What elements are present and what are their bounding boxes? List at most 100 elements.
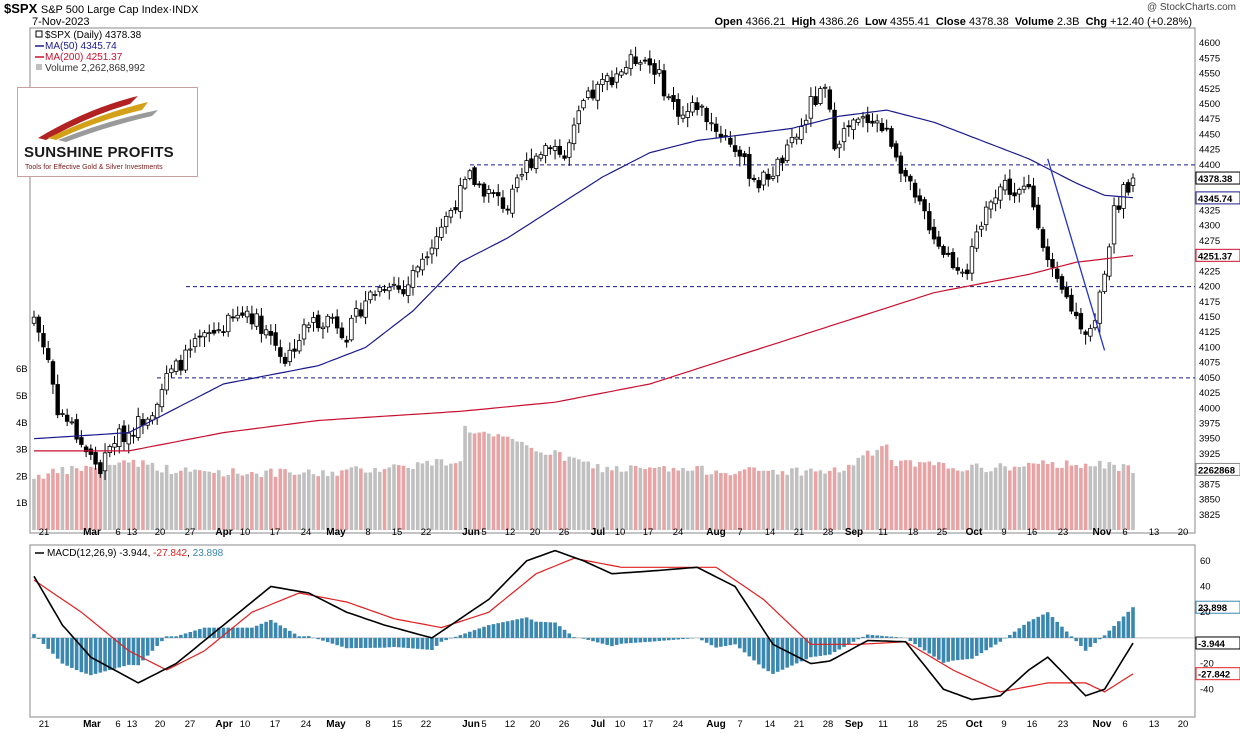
candle-body (249, 313, 255, 325)
candle (126, 424, 131, 454)
volume-bar (610, 470, 614, 530)
candle-body (505, 208, 510, 211)
candle-body (1012, 192, 1017, 197)
legend-signal-value: -27.842 (153, 548, 187, 559)
x-tick-label-lower: Sep (845, 527, 863, 538)
macd-hist-bar (396, 637, 401, 648)
macd-hist-bar (828, 637, 832, 655)
macd-hist-bar (648, 637, 652, 642)
candle (297, 333, 302, 354)
volume-bar (98, 462, 103, 530)
candle-body (60, 413, 65, 415)
candle (353, 300, 359, 323)
candle (1055, 261, 1060, 283)
signal-line (33, 557, 1134, 693)
candle-body (240, 312, 245, 316)
candle-body (1026, 184, 1031, 188)
candle (794, 133, 799, 145)
volume-bar (449, 463, 453, 530)
candle-body (529, 158, 534, 169)
x-tick-label-lower: 6 (1122, 527, 1127, 538)
macd-hist-bar (799, 637, 804, 662)
volume-bar (387, 467, 392, 530)
volume-bar (155, 470, 159, 530)
exchange: INDX (172, 4, 199, 16)
candle (278, 339, 283, 364)
candle-body (1111, 205, 1117, 245)
volume-bar (79, 470, 84, 530)
macd-hist-bar (1041, 614, 1045, 638)
candle (604, 72, 610, 91)
macd-hist-bar (368, 637, 373, 648)
macd-hist-bar (55, 637, 60, 659)
candle-body (979, 225, 984, 230)
volume-bar (359, 468, 363, 530)
macd-hist-bar (496, 623, 501, 638)
macd-hist-bar (359, 637, 363, 649)
macd-hist-bar (278, 625, 283, 638)
candle (306, 322, 311, 333)
macd-hist-bar (714, 637, 718, 648)
x-tick-label-macd: 16 (1027, 719, 1038, 730)
price-panel (29, 27, 1196, 534)
macd-hist-bar (373, 637, 377, 648)
candle (320, 322, 326, 339)
candle-body (514, 177, 520, 188)
candle (519, 167, 525, 181)
macd-hist-bar (524, 617, 529, 638)
candle-body (358, 309, 364, 317)
candle (1111, 197, 1117, 254)
volume-bar (112, 464, 117, 530)
macd-panel (29, 544, 1196, 718)
x-tick-label-macd: 10 (240, 719, 251, 730)
macd-hist-bar (141, 637, 145, 661)
candle (292, 338, 297, 359)
candle-body (496, 192, 501, 197)
candle (244, 305, 250, 324)
volume-bar (51, 468, 55, 530)
candle-body (581, 100, 586, 109)
candle (671, 87, 676, 110)
volume-bar (752, 467, 756, 530)
candle-body (462, 178, 468, 189)
volume-tick-label: 6B (16, 364, 28, 375)
candle-body (950, 252, 956, 269)
candle (751, 174, 757, 183)
macd-hist-bar (197, 629, 202, 638)
candle (249, 305, 255, 330)
volume-bar (1116, 471, 1121, 530)
x-tick-label-macd: 21 (794, 719, 805, 730)
candle-body (694, 102, 700, 111)
candle-body (860, 116, 866, 119)
candle (401, 280, 406, 297)
macd-hist-bar (472, 630, 477, 638)
x-tick-label-lower: 24 (673, 527, 684, 538)
volume-bar (913, 466, 917, 530)
candle (169, 364, 174, 378)
x-tick-label-lower: 21 (794, 527, 805, 538)
candle-body (221, 331, 226, 333)
candle (908, 174, 913, 191)
x-tick-label-macd: 15 (392, 719, 403, 730)
volume-bar (174, 472, 178, 530)
volume-bar (529, 447, 534, 530)
macd-hist-bar (292, 633, 297, 638)
candle (623, 60, 629, 76)
candle (98, 459, 103, 478)
volume-bar (870, 455, 875, 530)
price-tick-label: 4325 (1199, 206, 1220, 217)
volume-bar (1088, 466, 1093, 530)
volume-bar (117, 462, 122, 530)
candle (273, 324, 278, 351)
x-tick-label-lower: 26 (559, 527, 570, 538)
macd-hist-bar (681, 637, 685, 640)
candle-body (415, 266, 420, 273)
x-tick-label-lower: 20 (155, 527, 166, 538)
candle-body (856, 118, 861, 123)
macd-hist-bar (269, 619, 273, 638)
macd-hist-bar (93, 637, 98, 674)
volume-bar (539, 452, 543, 530)
candle (64, 408, 70, 427)
candle-body (401, 289, 406, 295)
candle-body (306, 324, 311, 328)
